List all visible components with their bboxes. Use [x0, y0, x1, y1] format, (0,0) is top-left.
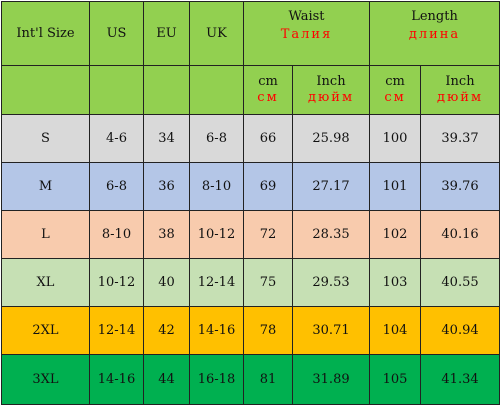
- cell-waist-inch: 31.89: [291, 354, 371, 405]
- header-length-cm-ru: см: [384, 90, 406, 105]
- cell-length-inch: 40.55: [420, 258, 501, 307]
- cell-waist-cm: 72: [243, 210, 293, 259]
- header-length-inch: Inch дюйм: [420, 65, 501, 115]
- cell-uk: 14-16: [189, 306, 244, 355]
- cell-waist-cm: 66: [243, 114, 293, 163]
- cell-size: 3XL: [1, 354, 90, 405]
- cell-size: 2XL: [1, 306, 90, 355]
- header-length-ru: длина: [408, 27, 461, 42]
- header-us: US: [89, 1, 144, 66]
- cell-us: 12-14: [89, 306, 144, 355]
- cell-length-cm: 102: [369, 210, 422, 259]
- cell-length-inch: 39.76: [420, 162, 501, 211]
- cell-size: L: [1, 210, 90, 259]
- header-length-cm-en: cm: [385, 74, 405, 89]
- header-eu: EU: [143, 1, 190, 66]
- header-uk: UK: [189, 1, 244, 66]
- cell-waist-cm: 75: [243, 258, 293, 307]
- cell-waist-inch: 30.71: [291, 306, 371, 355]
- cell-us: 6-8: [89, 162, 144, 211]
- cell-size: M: [1, 162, 90, 211]
- cell-eu: 38: [143, 210, 190, 259]
- cell-length-inch: 39.37: [420, 114, 501, 163]
- table-row-2xl: 2XL 12-14 42 14-16 78 30.71 104 40.94: [1, 306, 501, 355]
- cell-size: XL: [1, 258, 90, 307]
- table-row-xl: XL 10-12 40 12-14 75 29.53 103 40.55: [1, 258, 501, 307]
- cell-uk: 16-18: [189, 354, 244, 405]
- cell-uk: 10-12: [189, 210, 244, 259]
- cell-uk: 12-14: [189, 258, 244, 307]
- header-units-blank-2: [89, 65, 144, 115]
- cell-waist-inch: 28.35: [291, 210, 371, 259]
- header-waist-cm-en: cm: [258, 74, 278, 89]
- header-units-blank-4: [189, 65, 244, 115]
- header-units-blank-1: [1, 65, 90, 115]
- cell-eu: 42: [143, 306, 190, 355]
- cell-length-cm: 105: [369, 354, 422, 405]
- table-row-3xl: 3XL 14-16 44 16-18 81 31.89 105 41.34: [1, 354, 501, 405]
- cell-uk: 6-8: [189, 114, 244, 163]
- cell-us: 14-16: [89, 354, 144, 405]
- header-length-cm: cm см: [369, 65, 422, 115]
- header-waist-inch: Inch дюйм: [291, 65, 371, 115]
- cell-uk: 8-10: [189, 162, 244, 211]
- header-length-en: Length: [411, 9, 458, 24]
- cell-length-cm: 101: [369, 162, 422, 211]
- cell-waist-cm: 78: [243, 306, 293, 355]
- header-waist: Waist Талия: [242, 1, 371, 66]
- header-waist-inch-en: Inch: [316, 74, 346, 89]
- cell-us: 4-6: [89, 114, 144, 163]
- header-waist-inch-ru: дюйм: [307, 90, 355, 105]
- table-row-l: L 8-10 38 10-12 72 28.35 102 40.16: [1, 210, 501, 259]
- header-waist-ru: Талия: [280, 27, 333, 42]
- cell-waist-cm: 81: [243, 354, 293, 405]
- cell-size: S: [1, 114, 90, 163]
- table-row-m: M 6-8 36 8-10 69 27.17 101 39.76: [1, 162, 501, 211]
- cell-eu: 40: [143, 258, 190, 307]
- cell-length-inch: 40.16: [420, 210, 501, 259]
- cell-waist-inch: 25.98: [291, 114, 371, 163]
- cell-eu: 34: [143, 114, 190, 163]
- cell-length-inch: 40.94: [420, 306, 501, 355]
- cell-waist-inch: 27.17: [291, 162, 371, 211]
- cell-length-cm: 100: [369, 114, 422, 163]
- cell-length-inch: 41.34: [420, 354, 501, 405]
- cell-length-cm: 104: [369, 306, 422, 355]
- cell-waist-inch: 29.53: [291, 258, 371, 307]
- cell-us: 10-12: [89, 258, 144, 307]
- header-length-inch-en: Inch: [445, 74, 475, 89]
- header-length: Length длина: [369, 1, 501, 66]
- header-row-units: cm см Inch дюйм cm см Inch дюйм: [1, 65, 501, 115]
- table-row-s: S 4-6 34 6-8 66 25.98 100 39.37: [1, 114, 501, 163]
- header-row-titles: Int'l Size US EU UK Waist Талия Length д…: [1, 1, 501, 66]
- cell-us: 8-10: [89, 210, 144, 259]
- header-waist-en: Waist: [288, 9, 325, 24]
- header-units-blank-3: [143, 65, 190, 115]
- cell-length-cm: 103: [369, 258, 422, 307]
- header-waist-cm-ru: см: [257, 90, 279, 105]
- header-length-inch-ru: дюйм: [436, 90, 484, 105]
- header-waist-cm: cm см: [243, 65, 293, 115]
- header-intl-size: Int'l Size: [1, 1, 90, 66]
- cell-eu: 44: [143, 354, 190, 405]
- cell-waist-cm: 69: [243, 162, 293, 211]
- cell-eu: 36: [143, 162, 190, 211]
